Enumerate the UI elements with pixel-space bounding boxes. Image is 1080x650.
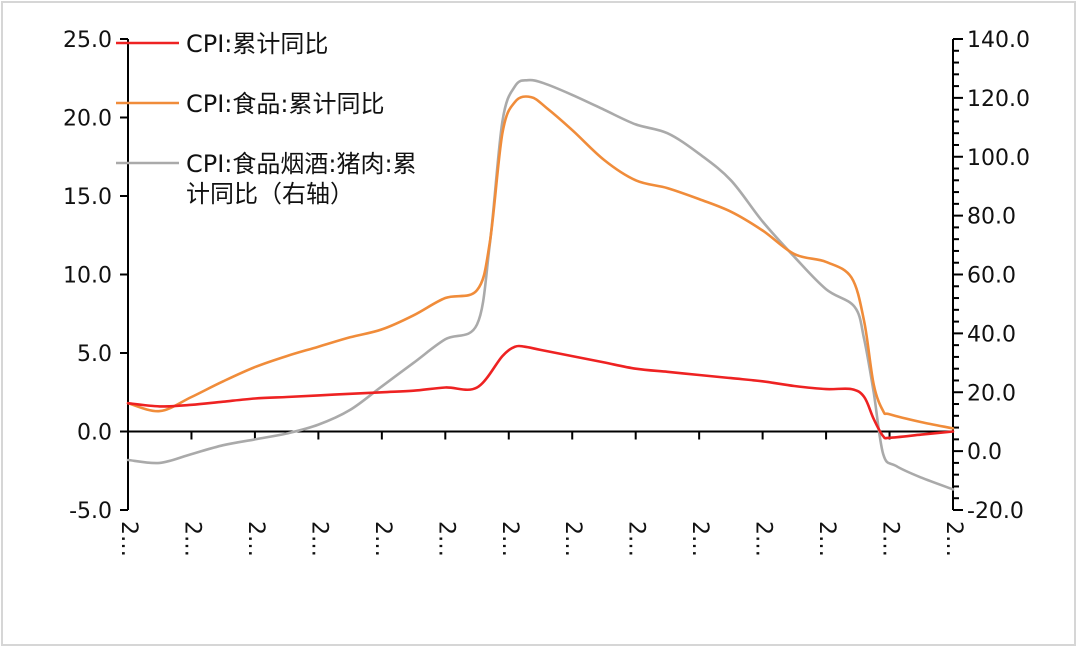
- left-axis-tick-label: 15.0: [63, 185, 112, 210]
- left-axis-tick-label: 20.0: [63, 107, 112, 132]
- legend: CPI:累计同比 CPI:食品:累计同比 CPI:食品烟酒:猪肉:累计同比（右轴）: [116, 30, 417, 208]
- right-axis-tick-label: 80.0: [967, 205, 1016, 230]
- right-axis-tick-label: 40.0: [967, 322, 1016, 347]
- legend-label-food: CPI:食品:累计同比: [186, 90, 384, 118]
- x-axis-tick-label: 2…: [243, 521, 268, 557]
- x-axis-tick-label: 2…: [370, 521, 395, 557]
- left-axis-tick-label: 0.0: [77, 421, 112, 446]
- series-line-2: [126, 78, 955, 491]
- series-line-0: [126, 344, 955, 440]
- axes: 25.0 20.0 15.0 10.0 5.0 0.0 -5.0 140.0 120.0 100.…: [63, 28, 1030, 524]
- legend-label-pork: CPI:食品烟酒:猪肉:累计同比（右轴）: [186, 150, 417, 208]
- right-axis-tick-label: 20.0: [967, 381, 1016, 406]
- legend-label-cpi: CPI:累计同比: [186, 30, 328, 58]
- right-axis-tick-label: -20.0: [967, 499, 1024, 524]
- x-axis-tick-label: 2…: [751, 521, 776, 557]
- x-axis-tick-label: 2…: [560, 521, 585, 557]
- left-axis-tick-label: 10.0: [63, 264, 112, 289]
- x-axis-tick-label: 2…: [941, 521, 966, 557]
- left-axis-tick-label: 5.0: [77, 342, 112, 367]
- right-axis-tick-label: 60.0: [967, 264, 1016, 289]
- x-axis-tick-label: 2…: [814, 521, 839, 557]
- right-axis-tick-label: 0.0: [967, 440, 1002, 465]
- x-axis-tick-label: 2…: [878, 521, 903, 557]
- right-axis-tick-label: 140.0: [967, 28, 1030, 53]
- x-axis-tick-label: 2…: [433, 521, 458, 557]
- x-axis-tick-label: 2…: [624, 521, 649, 557]
- zero-line: 2… 2… 2… 2… 2… 2… 2… 2… 2… 2… 2… 2… 2… 2…: [116, 430, 966, 557]
- left-axis-tick-label: -5.0: [69, 499, 112, 524]
- line-chart: 25.0 20.0 15.0 10.0 5.0 0.0 -5.0 140.0 120.0 100.…: [63, 28, 1030, 557]
- right-axis-tick-label: 100.0: [967, 146, 1030, 171]
- left-axis-tick-label: 25.0: [63, 28, 112, 53]
- x-axis-tick-label: 2…: [687, 521, 712, 557]
- series-line-1: [126, 95, 955, 430]
- x-axis-tick-label: 2…: [179, 521, 204, 557]
- x-axis-tick-label: 2…: [497, 521, 522, 557]
- right-axis-tick-label: 120.0: [967, 87, 1030, 112]
- series-layer: [126, 78, 955, 491]
- x-axis-tick-label: 2…: [306, 521, 331, 557]
- x-axis-tick-label: 2…: [116, 521, 141, 557]
